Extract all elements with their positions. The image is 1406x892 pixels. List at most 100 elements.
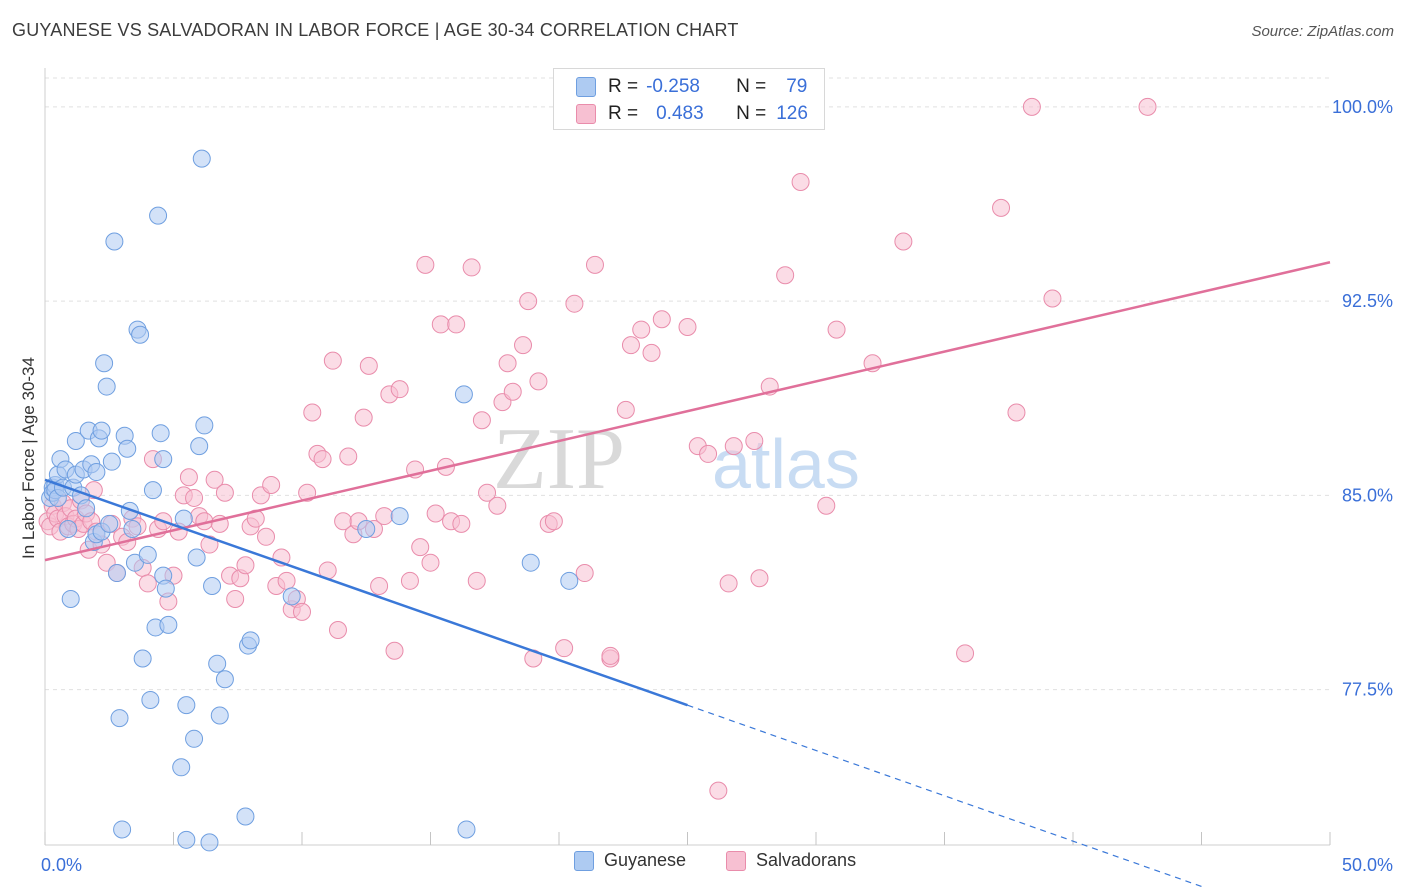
source-credit: Source: ZipAtlas.com [1251, 23, 1394, 40]
salvadoran-point [277, 571, 296, 590]
guyanese-point [454, 385, 473, 404]
guyanese-point [141, 690, 160, 709]
salvadoran-point [298, 483, 317, 502]
salvadoran-point [467, 571, 486, 590]
salvadoran-point [709, 781, 728, 800]
salvadoran-point [616, 400, 635, 419]
salvadoran-point [359, 356, 378, 375]
guyanese-point [110, 709, 129, 728]
guyanese-point [159, 615, 178, 634]
stat-row-salvadoran: R = 0.483 N = 126 [576, 101, 808, 127]
watermark: ZIP atlas [493, 411, 860, 508]
guyanese-point [123, 520, 142, 539]
salvadoran-point [1043, 289, 1062, 308]
x-tick-label: 0.0% [41, 855, 82, 875]
salvadoran-point [575, 564, 594, 583]
salvadoran-point [894, 232, 913, 251]
guyanese-point [131, 325, 150, 344]
salvadoran-point [498, 354, 517, 373]
salvadoran-point [529, 372, 548, 391]
salvadoran-point [215, 483, 234, 502]
salvadoran-point [503, 382, 522, 401]
salvadoran-point [565, 294, 584, 313]
guyanese-point [203, 577, 222, 595]
salvadoran-point [992, 198, 1011, 217]
guyanese-point [177, 696, 196, 715]
guyanese-point [457, 820, 476, 839]
salvadoran-point [400, 571, 419, 590]
guyanese-point [105, 232, 124, 251]
guyanese-point [118, 439, 137, 458]
salvadoran-point [293, 602, 311, 621]
salvadoran-point [1022, 97, 1041, 116]
salvadoran-point [817, 496, 836, 515]
salvadoran-point [642, 343, 661, 362]
salvadoran-point [205, 470, 224, 489]
watermark-atlas: atlas [712, 425, 860, 503]
r-label: R = [608, 76, 639, 97]
guyanese-point [66, 431, 85, 450]
guyanese-point [192, 149, 211, 168]
salvadoran-point [514, 336, 533, 355]
guyanese-point [200, 833, 219, 852]
n-label: N = [736, 76, 767, 97]
salvadoran-point [462, 258, 481, 277]
guyanese-point [154, 450, 173, 469]
legend-label-guyanese: Guyanese [604, 850, 687, 870]
guyanese-point [215, 670, 234, 689]
legend-item-guyanese[interactable]: Guyanese [574, 850, 686, 871]
salvadoran-point [328, 621, 347, 640]
salvadoran-point [431, 315, 450, 334]
salvadoran-point [956, 644, 975, 663]
salvadoran-point [339, 447, 358, 466]
salvadoran-point [375, 507, 394, 526]
n-label: N = [736, 103, 767, 124]
salvadoran-point [519, 292, 538, 311]
watermark-zip: ZIP [493, 411, 625, 508]
salvadoran-point [200, 535, 219, 554]
guyanese-point [187, 548, 206, 567]
salvadoran-point [185, 488, 204, 507]
guyanese-point [185, 729, 204, 748]
r-label: R = [608, 103, 639, 124]
guyanese-point [95, 354, 114, 373]
salvadoran-point [313, 450, 332, 469]
guyanese-point [138, 545, 157, 564]
guyanese-point [210, 706, 229, 725]
salvadoran-swatch [576, 104, 596, 124]
salvadoran-trend-line [44, 261, 1331, 562]
guyanese-trend-line [44, 478, 688, 707]
salvadoran-point [411, 538, 430, 557]
r-value-guyanese: -0.258 [646, 76, 700, 97]
salvadoran-point [585, 255, 604, 274]
guyanese-point [100, 514, 119, 533]
n-value-salvadoran: 126 [776, 103, 808, 124]
salvadoran-point [303, 403, 322, 422]
salvadoran-point [555, 639, 574, 658]
salvadoran-point [719, 574, 738, 593]
salvadoran-point [257, 527, 276, 546]
salvadoran-point [390, 380, 409, 399]
salvadoran-point [1007, 403, 1026, 422]
chart-title: GUYANESE VS SALVADORAN IN LABOR FORCE | … [12, 20, 739, 40]
salvadoran-point [447, 315, 466, 334]
axes [44, 68, 1331, 846]
guyanese-point [143, 481, 162, 500]
salvadoran-point [179, 468, 198, 487]
salvadoran-point [827, 320, 846, 339]
guyanese-point [560, 571, 579, 590]
guyanese-point [87, 463, 106, 482]
guyanese-point [77, 499, 96, 518]
salvadoran-point [745, 431, 764, 450]
guyanese-point [151, 424, 170, 443]
trend-lines [44, 261, 1331, 888]
salvadoran-point [488, 496, 507, 515]
r-value-salvadoran: 0.483 [656, 103, 704, 124]
guyanese-point [521, 553, 540, 572]
guyanese-point [177, 830, 196, 849]
x-tick-label: 50.0% [1342, 855, 1393, 875]
legend-item-salvadorans[interactable]: Salvadorans [726, 850, 856, 871]
guyanese-swatch [576, 77, 596, 97]
salvadoran-point [776, 266, 795, 285]
